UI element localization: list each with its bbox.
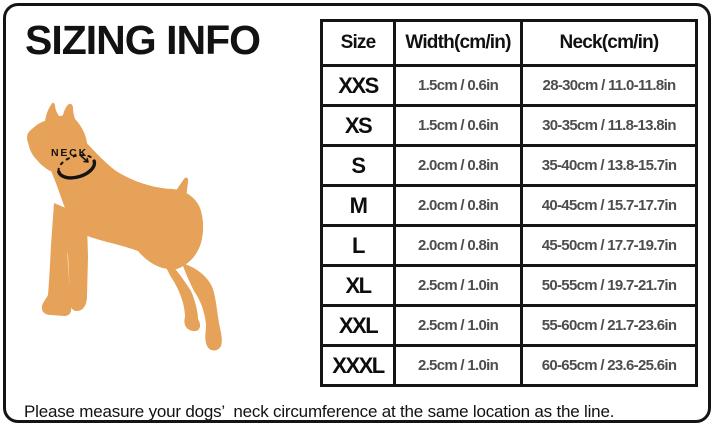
collar-line: [57, 154, 97, 180]
size-cell: XXXL: [320, 344, 396, 387]
table-row: M 2.0cm / 0.8in 40-45cm / 15.7-17.7in: [320, 184, 698, 227]
dog-neck-diagram: NECK: [27, 102, 222, 351]
table-header-neck: Neck(cm/in): [520, 19, 698, 67]
width-cell: 2.5cm / 1.0in: [393, 264, 523, 307]
size-cell: M: [320, 184, 396, 227]
size-cell: XXL: [320, 304, 396, 347]
page-title: SIZING INFO: [25, 17, 261, 63]
size-cell: XL: [320, 264, 396, 307]
sizing-table: Size Width(cm/in) Neck(cm/in) XXS 1.5cm …: [320, 19, 698, 387]
width-cell: 2.0cm / 0.8in: [393, 184, 523, 227]
table-row: XL 2.5cm / 1.0in 50-55cm / 19.7-21.7in: [320, 264, 698, 307]
collar-dashed-arc: [57, 154, 96, 173]
footer-note: Please measure your dogs’ neck circumfer…: [24, 402, 615, 421]
dog-hind-leg-far: [182, 263, 222, 351]
size-cell: S: [320, 144, 396, 187]
neck-cell: 50-55cm / 19.7-21.7in: [520, 264, 698, 307]
table-row: S 2.0cm / 0.8in 35-40cm / 13.8-15.7in: [320, 144, 698, 187]
table-header-size: Size: [320, 19, 396, 67]
width-cell: 1.5cm / 0.6in: [393, 64, 523, 107]
width-cell: 2.0cm / 0.8in: [393, 144, 523, 187]
table-row: L 2.0cm / 0.8in 45-50cm / 17.7-19.7in: [320, 224, 698, 267]
width-cell: 2.5cm / 1.0in: [393, 344, 523, 387]
neck-cell: 35-40cm / 13.8-15.7in: [520, 144, 698, 187]
size-cell: XS: [320, 104, 396, 147]
dog-tail: [175, 177, 189, 199]
table-row: XS 1.5cm / 0.6in 30-35cm / 11.8-13.8in: [320, 104, 698, 147]
size-cell: L: [320, 224, 396, 267]
table-row: XXS 1.5cm / 0.6in 28-30cm / 11.0-11.8in: [320, 64, 698, 107]
table-header-width: Width(cm/in): [393, 19, 523, 67]
neck-cell: 40-45cm / 15.7-17.7in: [520, 184, 698, 227]
dog-silhouette: [27, 102, 222, 351]
table-row: XXL 2.5cm / 1.0in 55-60cm / 21.7-23.6in: [320, 304, 698, 347]
width-cell: 1.5cm / 0.6in: [393, 104, 523, 147]
dog-front-leg-far: [64, 211, 88, 311]
dog-front-leg-near: [41, 203, 72, 316]
neck-arrow-icon: [80, 155, 89, 163]
width-cell: 2.5cm / 1.0in: [393, 304, 523, 347]
neck-label: NECK: [51, 147, 88, 159]
neck-cell: 28-30cm / 11.0-11.8in: [520, 64, 698, 107]
table-row: XXXL 2.5cm / 1.0in 60-65cm / 23.6-25.6in: [320, 344, 698, 387]
neck-cell: 60-65cm / 23.6-25.6in: [520, 344, 698, 387]
dog-hind-leg-near: [162, 257, 201, 332]
neck-cell: 55-60cm / 21.7-23.6in: [520, 304, 698, 347]
neck-cell: 45-50cm / 17.7-19.7in: [520, 224, 698, 267]
collar-solid-arc: [57, 159, 97, 180]
table-header-row: Size Width(cm/in) Neck(cm/in): [320, 19, 698, 67]
neck-cell: 30-35cm / 11.8-13.8in: [520, 104, 698, 147]
size-cell: XXS: [320, 64, 396, 107]
width-cell: 2.0cm / 0.8in: [393, 224, 523, 267]
